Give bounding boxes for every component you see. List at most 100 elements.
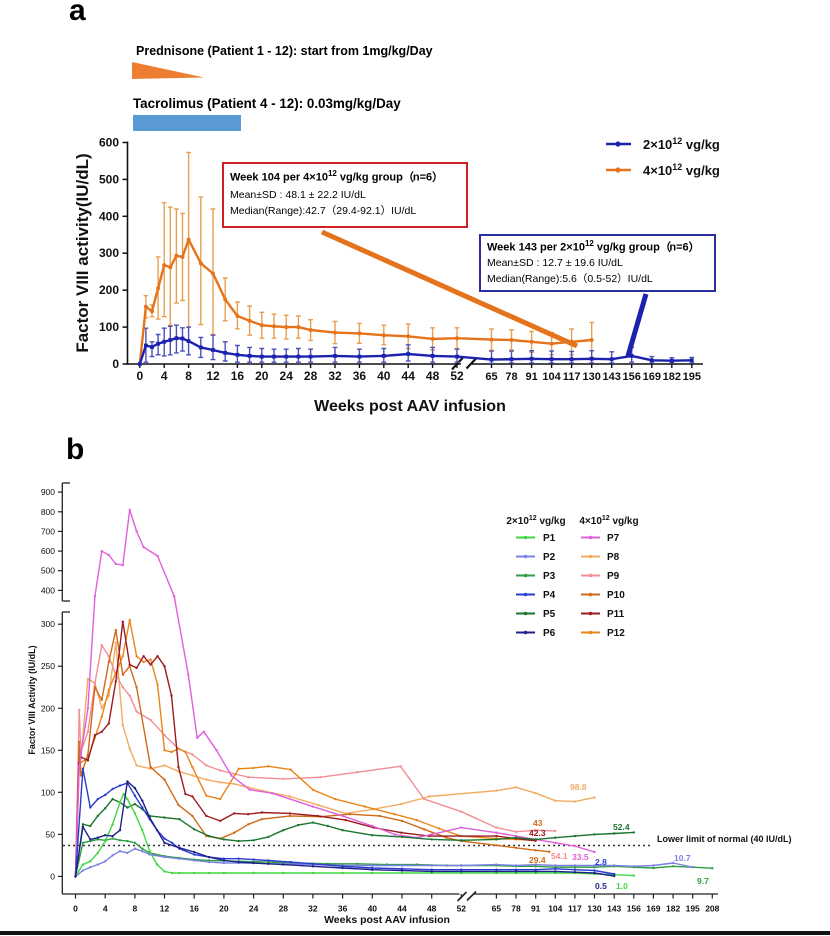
svg-text:143: 143 bbox=[603, 371, 621, 383]
svg-text:500: 500 bbox=[41, 566, 55, 576]
svg-text:2×1012 vg/kg: 2×1012 vg/kg bbox=[643, 136, 720, 152]
svg-text:P5: P5 bbox=[543, 609, 556, 620]
svg-text:36: 36 bbox=[353, 369, 367, 383]
svg-text:32: 32 bbox=[308, 904, 318, 914]
svg-text:4×1012 vg/kg: 4×1012 vg/kg bbox=[643, 162, 720, 178]
svg-text:200: 200 bbox=[99, 283, 119, 297]
svg-text:104: 104 bbox=[542, 371, 561, 383]
svg-text:700: 700 bbox=[41, 526, 55, 536]
svg-text:169: 169 bbox=[646, 904, 660, 914]
svg-text:50: 50 bbox=[46, 829, 56, 839]
svg-text:300: 300 bbox=[41, 619, 55, 629]
svg-text:208: 208 bbox=[705, 904, 719, 914]
svg-text:0: 0 bbox=[73, 904, 78, 914]
svg-text:28: 28 bbox=[279, 904, 289, 914]
svg-text:600: 600 bbox=[99, 136, 119, 150]
svg-text:78: 78 bbox=[511, 904, 521, 914]
svg-text:P4: P4 bbox=[543, 590, 556, 601]
svg-text:16: 16 bbox=[189, 904, 199, 914]
svg-text:800: 800 bbox=[41, 507, 55, 517]
svg-text:33.5: 33.5 bbox=[572, 852, 589, 862]
svg-text:100: 100 bbox=[41, 787, 55, 797]
svg-text:195: 195 bbox=[686, 904, 700, 914]
svg-text:52.4: 52.4 bbox=[613, 822, 630, 832]
svg-text:44: 44 bbox=[402, 369, 416, 383]
svg-text:130: 130 bbox=[583, 371, 601, 383]
svg-text:P10: P10 bbox=[607, 590, 625, 601]
svg-text:P9: P9 bbox=[607, 571, 620, 582]
svg-text:P3: P3 bbox=[543, 571, 556, 582]
svg-text:100: 100 bbox=[99, 320, 119, 334]
svg-text:Weeks post AAV infusion: Weeks post AAV infusion bbox=[324, 914, 450, 926]
svg-text:900: 900 bbox=[41, 487, 55, 497]
svg-text:250: 250 bbox=[41, 661, 55, 671]
svg-text:P7: P7 bbox=[607, 533, 620, 544]
svg-text:44: 44 bbox=[397, 904, 407, 914]
svg-text:Lower limit of normal (40 IU/d: Lower limit of normal (40 IU/dL) bbox=[657, 834, 792, 844]
svg-text:P8: P8 bbox=[607, 552, 620, 563]
svg-text:40: 40 bbox=[377, 369, 391, 383]
svg-text:182: 182 bbox=[663, 371, 681, 383]
svg-text:40: 40 bbox=[368, 904, 378, 914]
svg-text:32: 32 bbox=[328, 369, 342, 383]
svg-text:91: 91 bbox=[525, 371, 537, 383]
svg-text:4: 4 bbox=[161, 369, 168, 383]
svg-text:16: 16 bbox=[231, 369, 245, 383]
svg-text:P2: P2 bbox=[543, 552, 556, 563]
svg-text:91: 91 bbox=[531, 904, 541, 914]
svg-text:8: 8 bbox=[185, 369, 192, 383]
svg-text:500: 500 bbox=[99, 172, 119, 186]
svg-text:150: 150 bbox=[41, 745, 55, 755]
svg-text:0: 0 bbox=[112, 357, 119, 371]
svg-text:130: 130 bbox=[587, 904, 601, 914]
svg-text:0: 0 bbox=[50, 871, 55, 881]
svg-text:600: 600 bbox=[41, 546, 55, 556]
svg-text:400: 400 bbox=[41, 585, 55, 595]
svg-text:2.8: 2.8 bbox=[595, 857, 607, 867]
svg-text:65: 65 bbox=[485, 371, 497, 383]
svg-text:156: 156 bbox=[623, 371, 641, 383]
svg-text:24: 24 bbox=[249, 904, 259, 914]
svg-text:0.5: 0.5 bbox=[595, 881, 607, 891]
svg-text:4×1012 vg/kg: 4×1012 vg/kg bbox=[579, 515, 638, 527]
svg-text:P1: P1 bbox=[543, 533, 556, 544]
svg-text:78: 78 bbox=[505, 371, 517, 383]
svg-text:10.7: 10.7 bbox=[674, 853, 691, 863]
svg-text:98.8: 98.8 bbox=[570, 782, 587, 792]
svg-text:300: 300 bbox=[99, 246, 119, 260]
svg-text:48: 48 bbox=[426, 369, 440, 383]
svg-text:200: 200 bbox=[41, 703, 55, 713]
svg-text:182: 182 bbox=[666, 904, 680, 914]
svg-text:8: 8 bbox=[133, 904, 138, 914]
svg-text:143: 143 bbox=[607, 904, 621, 914]
svg-text:43: 43 bbox=[533, 818, 543, 828]
svg-text:104: 104 bbox=[548, 904, 562, 914]
svg-text:52: 52 bbox=[457, 904, 467, 914]
svg-text:20: 20 bbox=[255, 369, 269, 383]
svg-text:24: 24 bbox=[280, 369, 294, 383]
svg-text:48: 48 bbox=[427, 904, 437, 914]
svg-text:Weeks post AAV infusion: Weeks post AAV infusion bbox=[314, 398, 506, 415]
svg-text:P12: P12 bbox=[607, 628, 625, 639]
svg-text:169: 169 bbox=[643, 371, 661, 383]
svg-text:20: 20 bbox=[219, 904, 229, 914]
svg-text:52: 52 bbox=[450, 369, 464, 383]
svg-text:400: 400 bbox=[99, 209, 119, 223]
svg-text:Factor VIII activity(IU/dL): Factor VIII activity(IU/dL) bbox=[73, 153, 92, 352]
svg-text:195: 195 bbox=[683, 371, 701, 383]
svg-text:54.1: 54.1 bbox=[551, 851, 568, 861]
svg-text:Factor VIII Activity (IU/dL): Factor VIII Activity (IU/dL) bbox=[27, 645, 37, 754]
svg-text:156: 156 bbox=[627, 904, 641, 914]
svg-text:2×1012 vg/kg: 2×1012 vg/kg bbox=[506, 515, 565, 527]
svg-text:28: 28 bbox=[304, 369, 318, 383]
svg-text:0: 0 bbox=[136, 369, 143, 383]
svg-text:9.7: 9.7 bbox=[697, 876, 709, 886]
svg-text:12: 12 bbox=[206, 369, 220, 383]
svg-text:65: 65 bbox=[492, 904, 502, 914]
svg-text:42.3: 42.3 bbox=[529, 828, 546, 838]
svg-text:117: 117 bbox=[568, 904, 582, 914]
svg-text:117: 117 bbox=[563, 371, 581, 383]
svg-text:12: 12 bbox=[160, 904, 170, 914]
svg-text:29.4: 29.4 bbox=[529, 855, 546, 865]
svg-text:36: 36 bbox=[338, 904, 348, 914]
